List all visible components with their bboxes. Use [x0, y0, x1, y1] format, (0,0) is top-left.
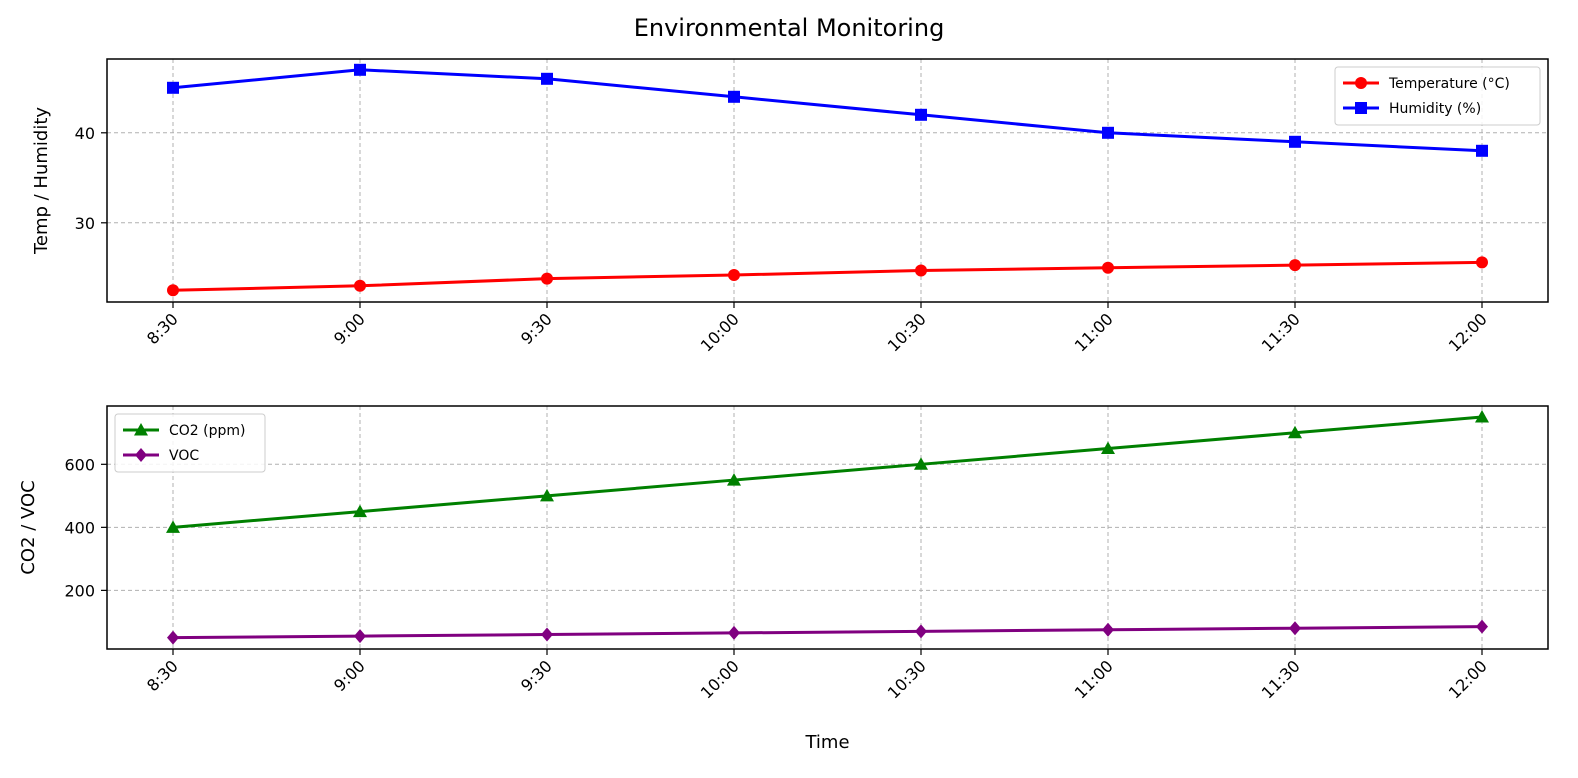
x-tick-label: 10:30 — [884, 309, 930, 355]
x-tick-label: 9:30 — [517, 309, 556, 348]
data-point — [541, 627, 553, 642]
series-line-2 — [172, 625, 1483, 640]
data-point — [1289, 135, 1301, 148]
x-tick-label: 10:30 — [884, 656, 930, 702]
x-tick-label: 12:00 — [1445, 309, 1491, 355]
data-point — [727, 473, 741, 486]
y-tick-label: 200 — [64, 581, 95, 600]
legend-box — [1334, 66, 1541, 126]
subplot-2: 8:30 9:00 9:30 10:00 10:30 11:00 11:30 12:00 200… — [18, 405, 1549, 753]
data-point — [540, 488, 554, 502]
data-point — [354, 279, 366, 292]
data-point — [1475, 410, 1489, 423]
data-point — [1289, 259, 1301, 272]
data-point — [167, 630, 179, 645]
legend-label: Temperature (°C) — [1388, 76, 1510, 92]
legend-marker — [1355, 102, 1367, 114]
legend-label: Humidity (%) — [1389, 101, 1481, 117]
data-point — [915, 108, 927, 121]
subplot-1: 8:30 9:00 9:30 10:00 10:30 11:00 11:30 12:00 30 4… — [31, 58, 1549, 355]
data-point — [1102, 622, 1114, 637]
data-point — [1289, 621, 1301, 636]
legend-marker — [135, 448, 147, 462]
series-line-1 — [172, 415, 1483, 529]
x-tick-label: 12:00 — [1445, 656, 1491, 702]
series-line-1 — [172, 260, 1483, 292]
plot-frame — [106, 405, 1549, 650]
data-point — [1102, 261, 1114, 274]
legend: Temperature (°C) Humidity (%) — [1334, 66, 1541, 126]
data-point — [167, 81, 179, 94]
data-point — [1102, 126, 1114, 139]
x-tick-label: 10:00 — [697, 309, 743, 355]
legend-marker — [1355, 77, 1367, 89]
y-tick-label: 600 — [64, 455, 95, 474]
y-tick-label: 30 — [75, 214, 95, 233]
data-point — [1101, 441, 1115, 455]
x-tick-label: 11:30 — [1258, 309, 1304, 355]
plot-frame — [106, 58, 1549, 303]
data-point — [541, 272, 553, 285]
legend-label: CO2 (ppm) — [169, 423, 246, 439]
data-point — [1476, 619, 1488, 634]
data-point — [1288, 425, 1302, 439]
x-tick-label: 9:30 — [517, 656, 556, 695]
data-point — [914, 457, 928, 470]
data-point — [354, 629, 366, 644]
data-point — [915, 264, 927, 277]
data-point — [728, 90, 740, 103]
x-tick-label: 9:00 — [330, 309, 369, 348]
legend-label: VOC — [169, 448, 199, 464]
data-point — [167, 284, 179, 297]
x-axis-label: Time — [804, 732, 849, 753]
data-point — [728, 625, 740, 640]
data-point — [728, 269, 740, 281]
y-axis-label: CO2 / VOC — [18, 480, 39, 574]
y-tick-label: 40 — [75, 124, 95, 143]
data-point — [166, 520, 180, 533]
x-tick-label: 8:30 — [143, 309, 182, 348]
y-tick-label: 400 — [64, 518, 95, 537]
data-point — [541, 72, 553, 85]
data-point — [1476, 256, 1488, 269]
figure-title: Environmental Monitoring — [633, 14, 945, 42]
x-tick-label: 11:00 — [1071, 309, 1117, 355]
x-tick-label: 11:00 — [1071, 656, 1117, 702]
data-point — [354, 63, 366, 76]
legend-marker — [134, 423, 148, 436]
data-point — [1476, 144, 1488, 157]
data-point — [915, 624, 927, 639]
legend: CO2 (ppm) VOC — [114, 413, 266, 473]
y-axis-label: Temp / Humidity — [31, 107, 52, 255]
data-point — [353, 504, 367, 518]
x-tick-label: 9:00 — [330, 656, 369, 695]
x-tick-label: 10:00 — [697, 656, 743, 702]
series-line-2 — [172, 68, 1483, 153]
x-tick-label: 11:30 — [1258, 656, 1304, 702]
x-tick-label: 8:30 — [143, 656, 182, 695]
